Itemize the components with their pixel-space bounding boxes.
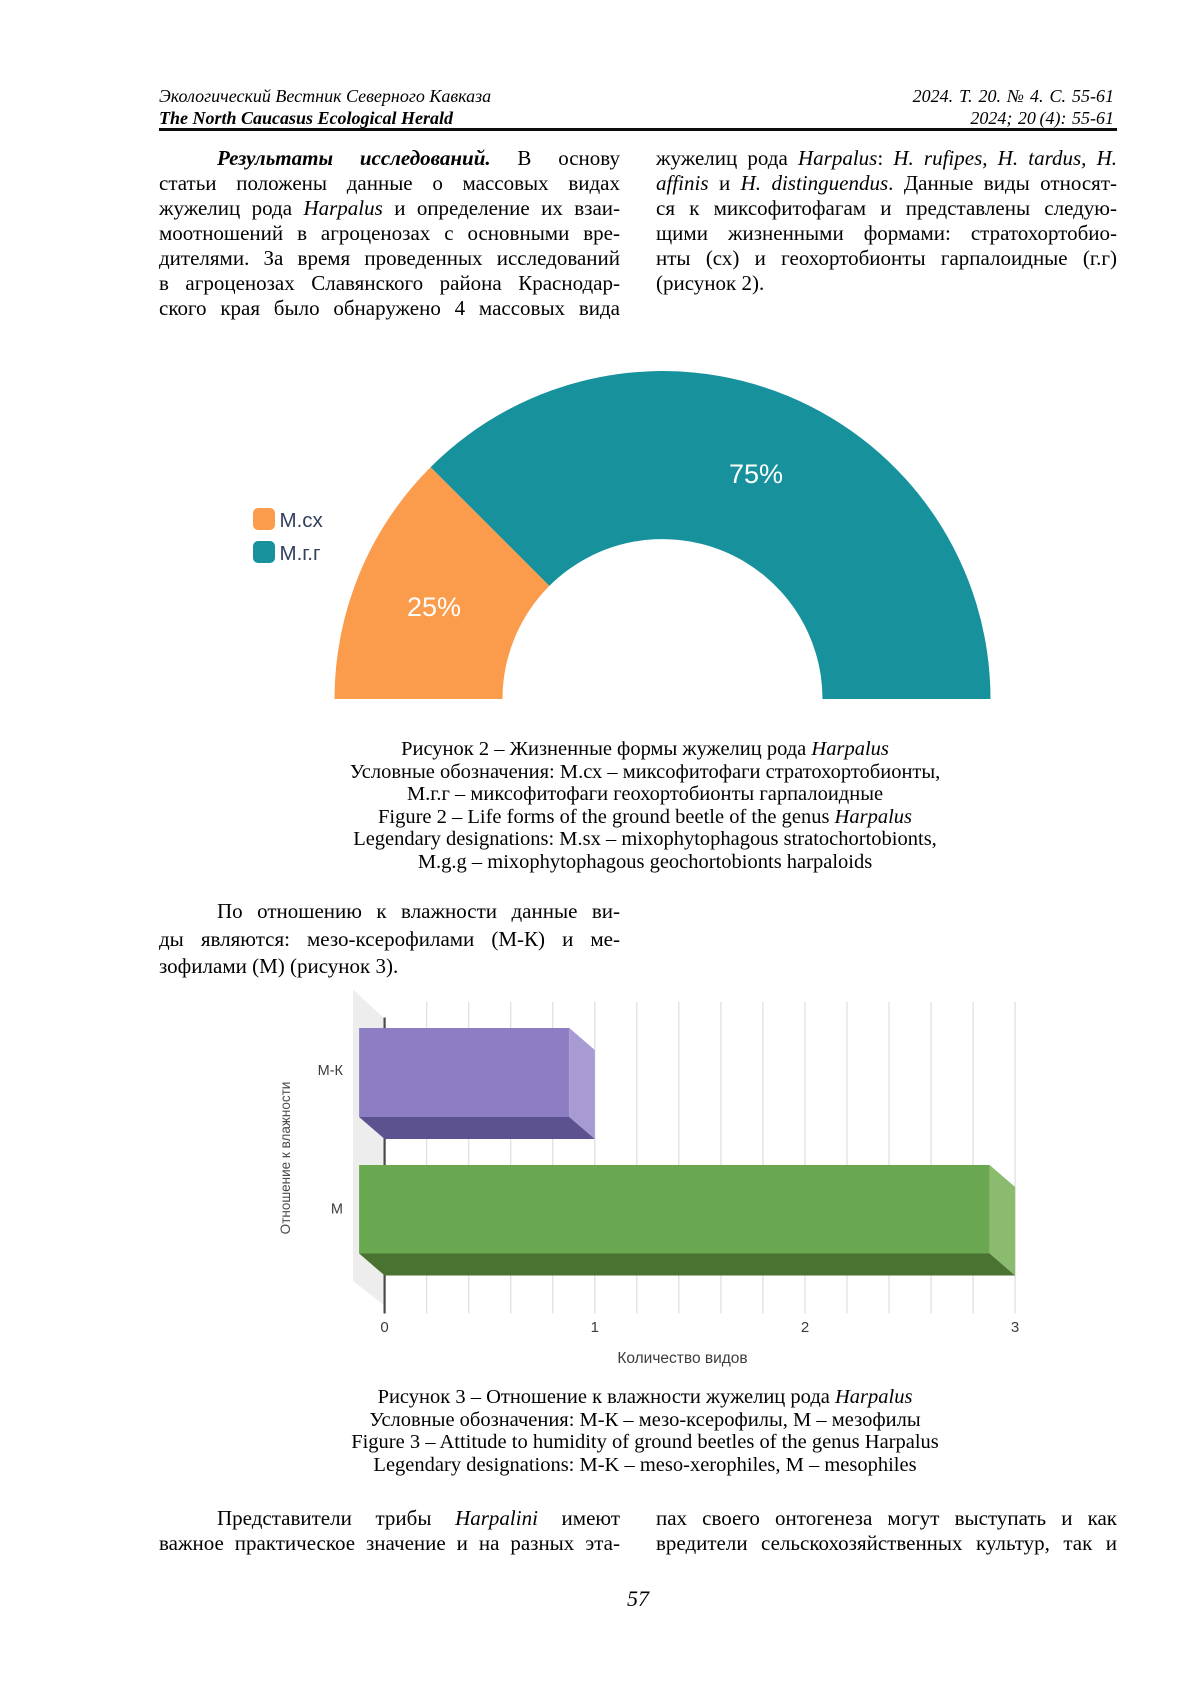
svg-text:25%: 25% bbox=[407, 592, 461, 622]
svg-text:М.г.г: М.г.г bbox=[280, 542, 321, 565]
svg-text:2: 2 bbox=[801, 1319, 809, 1336]
svg-text:М: М bbox=[331, 1201, 343, 1217]
svg-text:Отношение к влажности: Отношение к влажности bbox=[278, 1082, 293, 1235]
svg-text:М.сх: М.сх bbox=[280, 509, 324, 532]
svg-text:75%: 75% bbox=[729, 459, 783, 489]
svg-text:0: 0 bbox=[380, 1319, 388, 1336]
svg-text:1: 1 bbox=[591, 1319, 599, 1336]
svg-text:3: 3 bbox=[1011, 1319, 1019, 1336]
svg-text:М-К: М-К bbox=[318, 1063, 344, 1079]
svg-text:Количество видов: Количество видов bbox=[617, 1350, 747, 1367]
